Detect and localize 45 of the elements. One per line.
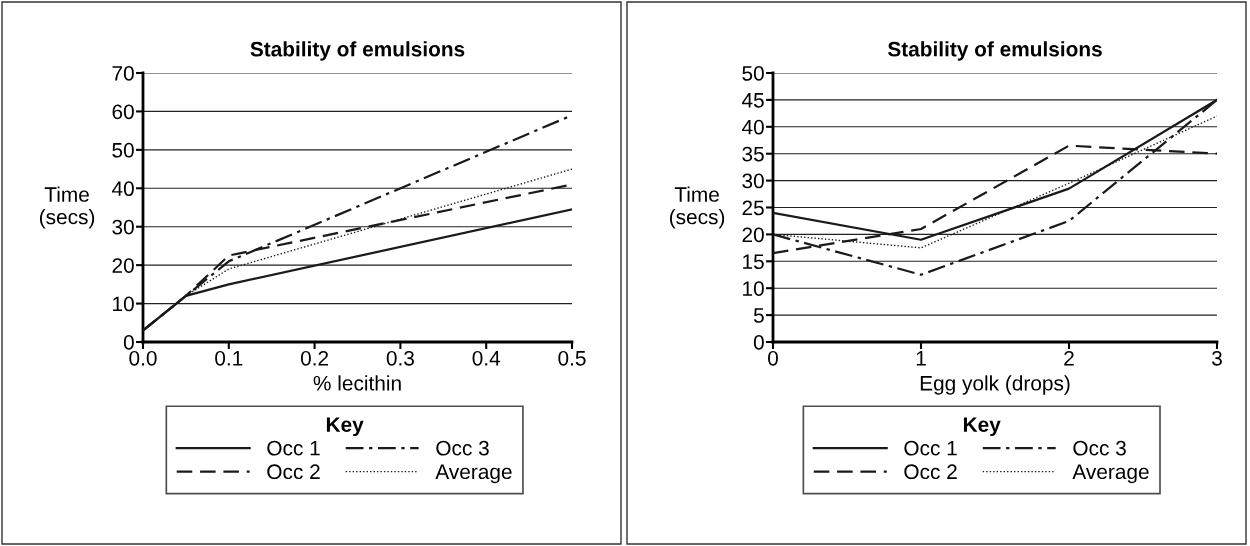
legend-label: Occ 2 (267, 464, 320, 480)
x-tick-label: 2 (1064, 350, 1074, 366)
y-tick-label: 35 (742, 146, 764, 162)
y-tick-label: 5 (753, 308, 764, 323)
y-tick-label: 20 (742, 227, 764, 243)
x-tick-label: 3 (1212, 350, 1222, 366)
y-tick-label: 10 (743, 281, 764, 296)
y-tick-label: 40 (741, 119, 764, 135)
y-tick-label: 70 (112, 66, 134, 81)
y-tick-label: 60 (112, 104, 134, 120)
legend-label: Occ 1 (267, 440, 320, 456)
x-tick-label: 0.0 (129, 350, 157, 366)
chart-title: Stability of emulsions (887, 41, 1102, 61)
y-tick-label: 15 (743, 254, 764, 270)
y-tick-label: 25 (742, 200, 764, 216)
legend-label: Average (435, 464, 512, 484)
x-tick-label: 1 (916, 351, 926, 366)
x-axis-title: Egg yolk (drops) (920, 375, 1070, 395)
y-tick-label: 10 (113, 296, 134, 312)
legend-label: Occ 3 (1073, 440, 1126, 456)
y-tick-label: 50 (112, 142, 134, 158)
x-tick-label: 0.3 (386, 350, 414, 366)
x-tick-label: 0.2 (300, 350, 329, 366)
x-tick-label: 0.4 (472, 350, 501, 366)
y-tick-label: 45 (741, 93, 764, 108)
legend-title: Key (326, 417, 364, 437)
chart-title: Stability of emulsions (250, 41, 465, 61)
x-axis-title: % lecithin (313, 375, 401, 391)
y-axis-title: Time (secs) (39, 186, 95, 229)
y-tick-label: 40 (111, 181, 134, 197)
y-tick-label: 30 (112, 219, 134, 235)
legend-label: Average (1072, 464, 1149, 484)
y-tick-label: 20 (112, 258, 134, 273)
y-tick-label: 50 (742, 66, 764, 81)
legend-label: Occ 3 (436, 440, 489, 456)
y-axis-title: Time (secs) (669, 186, 725, 229)
legend-title: Key (963, 417, 1001, 437)
legend-label: Occ 1 (904, 440, 957, 456)
x-tick-label: 0.1 (215, 350, 243, 366)
y-tick-label: 0 (753, 335, 764, 350)
y-tick-label: 30 (742, 173, 764, 189)
y-tick-label: 0 (123, 335, 134, 350)
legend-label: Occ 2 (904, 464, 957, 480)
x-tick-label: 0 (768, 350, 778, 366)
x-tick-label: 0.5 (558, 350, 586, 366)
